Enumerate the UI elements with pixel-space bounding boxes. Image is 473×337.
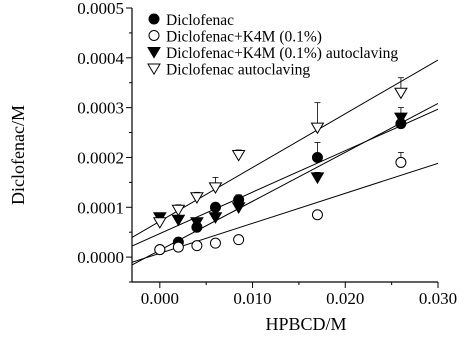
x-tick-label: 0.030 xyxy=(419,289,457,308)
legend-entry-2: Diclofenac+K4M (0.1%) xyxy=(148,29,322,46)
data-point xyxy=(152,217,167,229)
series-4 xyxy=(152,77,408,229)
x-tick-label: 0.020 xyxy=(326,289,364,308)
data-point xyxy=(208,182,223,195)
legend-marker xyxy=(148,13,160,25)
data-point xyxy=(209,201,221,213)
data-point xyxy=(191,240,203,252)
legend-label: Diclofenac autoclaving xyxy=(166,62,310,79)
legend-label: Diclofenac+K4M (0.1%) autoclaving xyxy=(166,45,398,62)
series-2 xyxy=(154,152,407,256)
x-tick-label: 0.000 xyxy=(141,289,179,308)
y-tick-label: 0.0000 xyxy=(77,248,124,267)
fit-line-series-3 xyxy=(132,108,438,247)
legend-label: Diclofenac+K4M (0.1%) xyxy=(166,29,322,46)
legend-label: Diclofenac xyxy=(166,12,234,29)
data-point xyxy=(311,209,323,221)
axes: 0.0000 0.0001 0.0002 0.0003 0.0004 0.0005 0.00… xyxy=(77,0,457,308)
y-tick-label: 0.0003 xyxy=(77,99,124,118)
data-point xyxy=(394,112,408,125)
legend-entry-4: Diclofenac autoclaving xyxy=(147,62,310,79)
data-point xyxy=(172,241,184,253)
legend-marker xyxy=(147,47,161,59)
y-tick-label: 0.0002 xyxy=(77,148,124,167)
data-point xyxy=(190,217,204,229)
y-tick-label: 0.0004 xyxy=(77,49,124,68)
legend-entry-1: Diclofenac xyxy=(148,12,234,29)
data-point xyxy=(190,192,204,204)
data-point xyxy=(310,172,325,185)
series-3 xyxy=(152,107,408,229)
data-point xyxy=(209,237,221,249)
fit-lines xyxy=(132,59,438,266)
fit-line-series-1 xyxy=(132,103,438,266)
legend-marker xyxy=(147,63,161,76)
y-tick-label: 0.0005 xyxy=(77,0,124,18)
y-tick-label: 0.0001 xyxy=(77,198,124,217)
data-point xyxy=(208,212,223,224)
data-point xyxy=(395,156,407,168)
data-point xyxy=(231,202,246,214)
data-point xyxy=(171,204,186,217)
x-axis-label: HPBCD/M xyxy=(265,314,346,334)
y-axis-label: Diclofenac/M xyxy=(8,105,28,205)
data-point xyxy=(311,151,323,163)
plot-area xyxy=(132,59,438,266)
data-point xyxy=(154,244,166,256)
data-point xyxy=(231,149,246,162)
legend-marker xyxy=(148,30,160,41)
data-point xyxy=(310,122,325,135)
legend-entry-3: Diclofenac+K4M (0.1%) autoclaving xyxy=(147,45,398,62)
data-point xyxy=(394,87,408,100)
data-point xyxy=(233,234,245,246)
x-tick-label: 0.010 xyxy=(233,289,271,308)
